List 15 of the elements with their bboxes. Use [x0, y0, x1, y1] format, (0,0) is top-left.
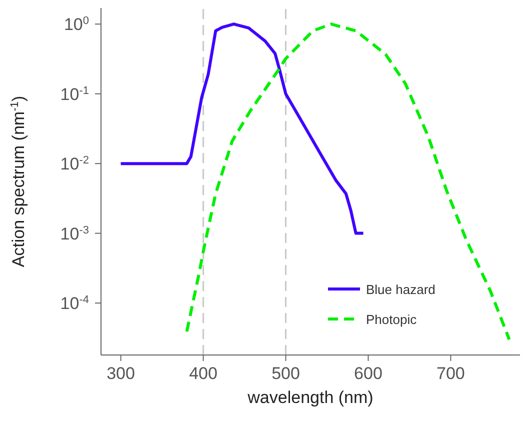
y-tick-label: 10$^{-2}$ — [60, 154, 89, 174]
x-axis-title: wavelength (nm) — [246, 388, 374, 407]
x-tick-label: 400 — [189, 364, 218, 383]
legend-label: Blue hazard — [366, 282, 436, 296]
x-tick-label: 500 — [272, 364, 300, 383]
legend-label: Photopic — [366, 312, 417, 326]
line-series — [119, 22, 365, 235]
x-tick-label: 700 — [436, 364, 465, 383]
y-tick-label: 10$^{-3}$ — [60, 224, 89, 244]
x-tick-label: 300 — [106, 364, 135, 383]
y-tick-label: 10$^{-1}$ — [60, 84, 89, 104]
line-series — [185, 22, 511, 342]
y-tick-label: 10$^{0}$ — [64, 15, 89, 34]
x-tick-label: 600 — [354, 364, 382, 383]
y-tick-label: 10$^{-4}$ — [60, 294, 89, 314]
